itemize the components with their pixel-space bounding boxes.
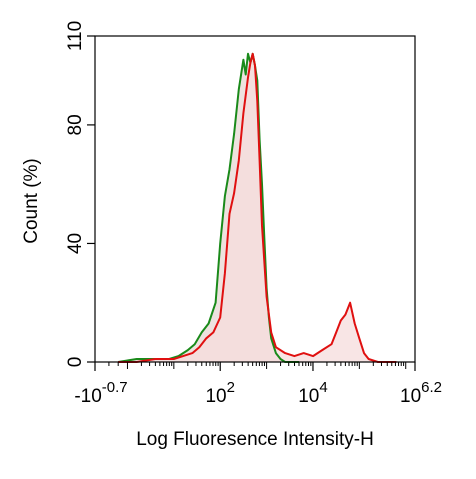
series-1-fill — [118, 53, 300, 363]
y-tick-label: 80 — [65, 114, 86, 135]
series-2-fill — [118, 53, 397, 363]
axis-layer: 0 40 80 110 -10-0.7 102 104 106.2 — [65, 21, 442, 407]
plot-frame — [94, 35, 416, 363]
x-tick-label: -10-0.7 — [74, 379, 127, 407]
x-axis-label: Log Fluoresence Intensity-H — [136, 429, 374, 450]
x-tick-label: 104 — [298, 379, 327, 407]
series-layer — [118, 52, 397, 363]
x-tick-label: 102 — [205, 379, 234, 407]
y-axis-label: Count (%) — [21, 158, 42, 244]
y-tick-label: 0 — [65, 357, 86, 368]
x-tick-label: 106.2 — [400, 379, 442, 407]
y-tick-label: 40 — [65, 233, 86, 254]
series-2-line — [118, 52, 397, 363]
series-1-line — [118, 52, 300, 363]
y-tick-label: 110 — [65, 21, 86, 51]
